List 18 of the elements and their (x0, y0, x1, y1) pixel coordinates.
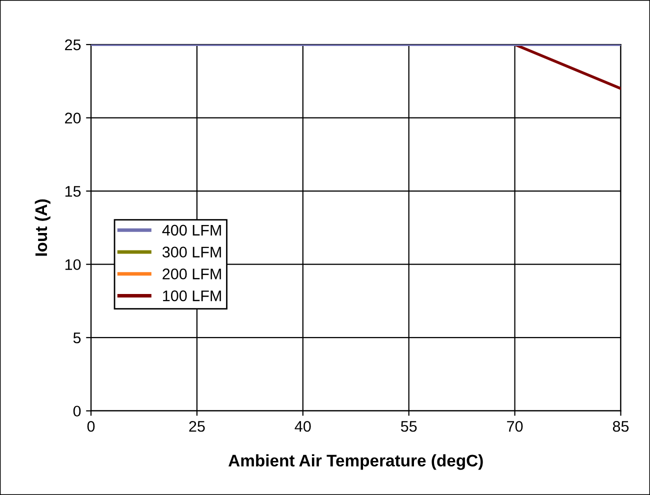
x-tick-label: 40 (294, 420, 311, 432)
x-axis-title: Ambient Air Temperature (degC) (228, 454, 483, 470)
legend-label: 400 LFM (162, 224, 221, 236)
legend-label: 300 LFM (162, 246, 221, 258)
y-axis-title: Iout (A) (34, 199, 50, 256)
y-tick-label: 20 (65, 112, 81, 124)
x-tick-label: 55 (400, 421, 417, 432)
legend-label: 100 LFM (163, 290, 221, 302)
x-tick-label: 0 (87, 420, 95, 432)
y-tick-label: 10 (65, 259, 81, 270)
y-tick-label: 0 (73, 406, 81, 417)
legend-label: 200 LFM (162, 268, 221, 280)
y-tick-label: 25 (65, 39, 81, 50)
x-tick-label: 85 (612, 420, 629, 432)
x-tick-label: 25 (189, 420, 205, 432)
y-tick-label: 15 (65, 186, 81, 197)
y-tick-label: 5 (73, 332, 81, 344)
x-tick-label: 70 (507, 420, 523, 432)
